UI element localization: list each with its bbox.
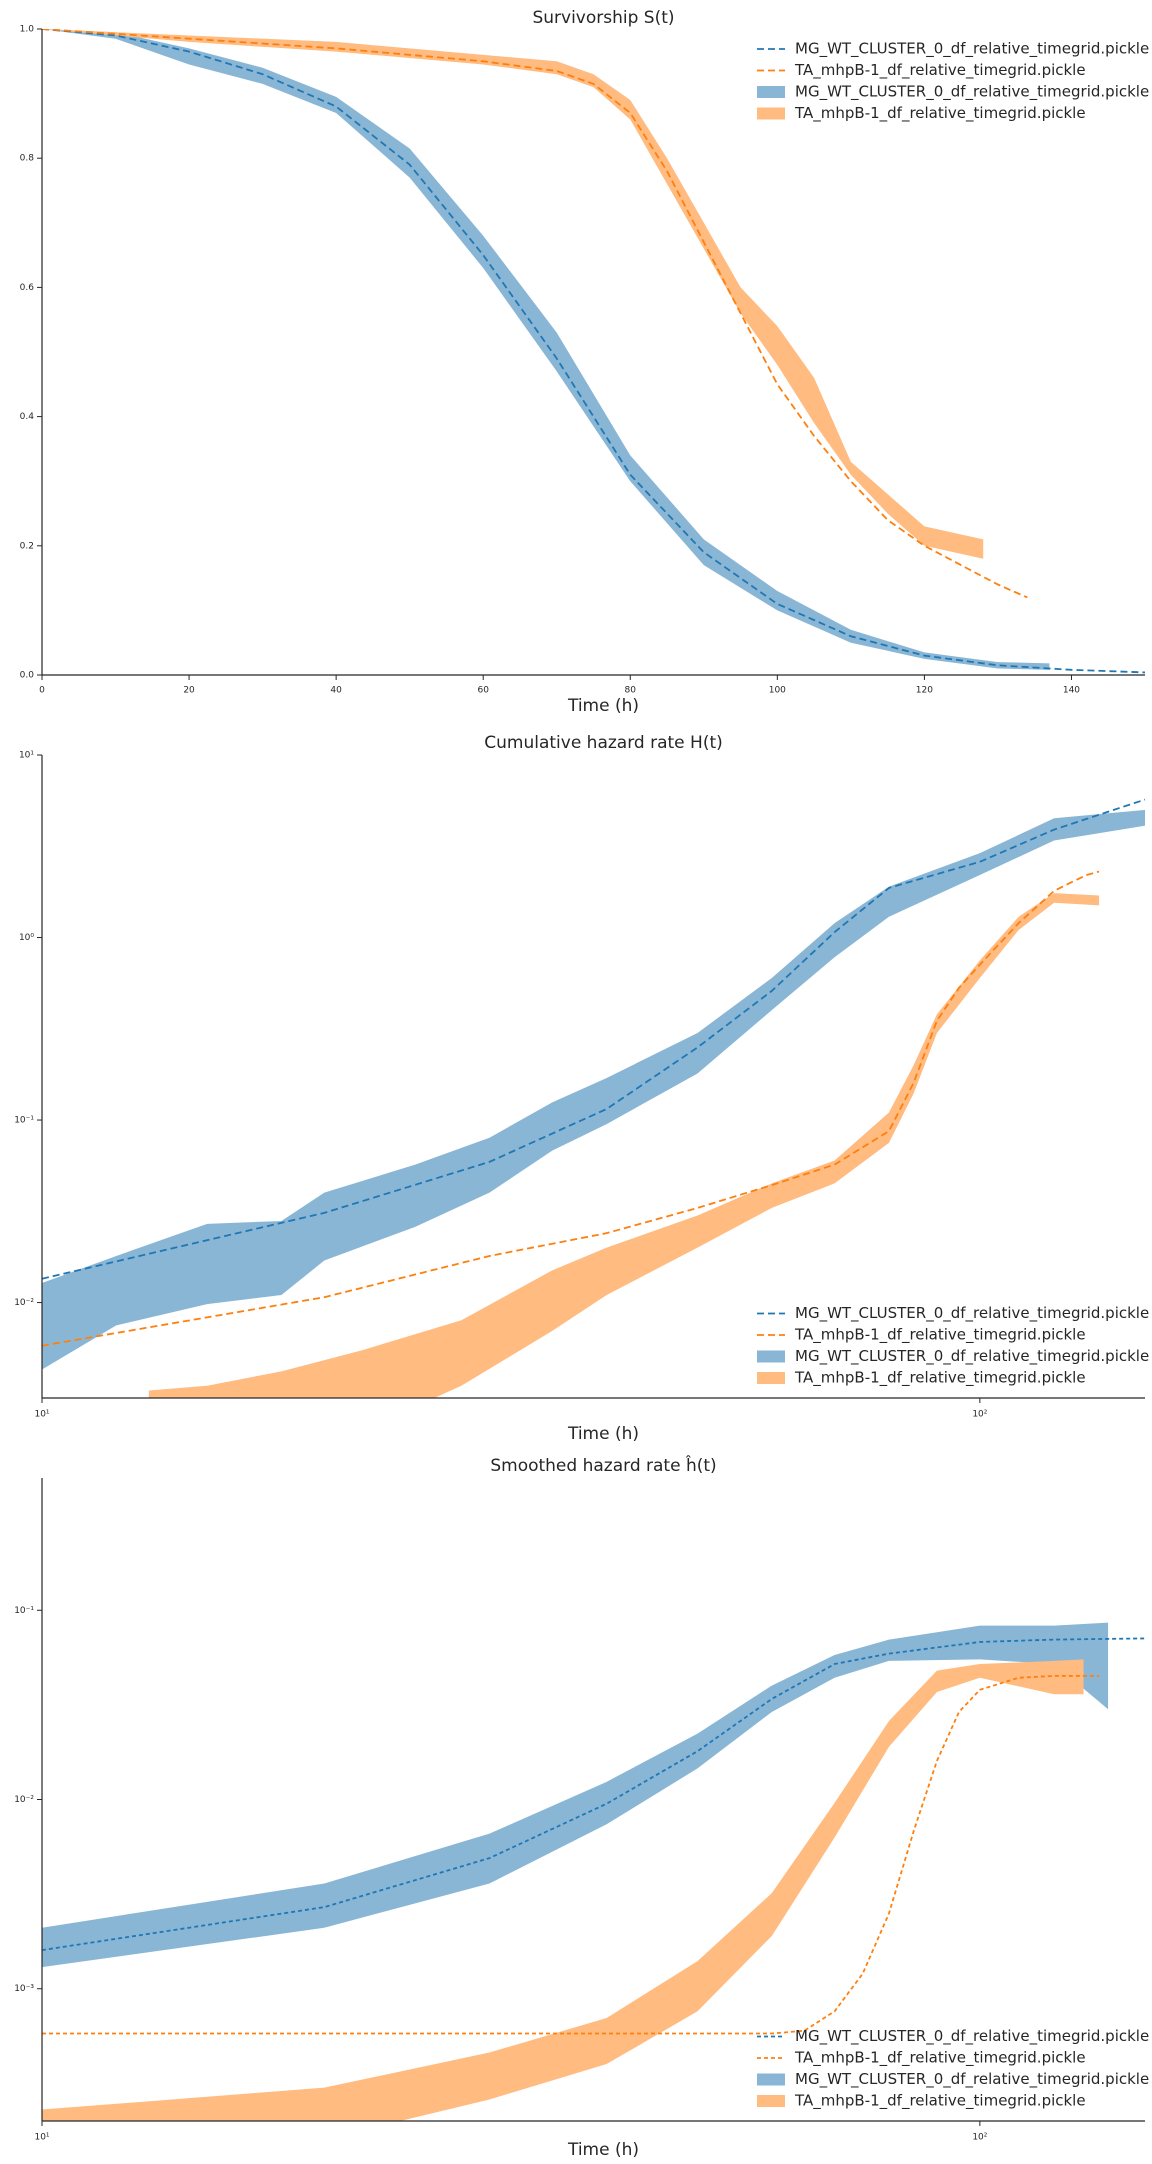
legend-swatch (757, 86, 785, 98)
plot-area (42, 798, 1145, 1398)
legend-label: MG_WT_CLUSTER_0_df_relative_timegrid.pic… (795, 40, 1149, 59)
plot-area (42, 1622, 1145, 2121)
legend-swatch (757, 2073, 785, 2086)
fit-line (42, 29, 1145, 674)
y-tick-label: 10⁻³ (14, 1984, 34, 1994)
chart-title: Survivorship S(t) (532, 8, 674, 28)
panel: 10⁻³ 10⁻² 10⁻¹ 10¹ 10² Smoothed hazard rate ĥ… (14, 1454, 1149, 2160)
x-tick-label: 10¹ (34, 1410, 49, 1420)
legend-swatch (757, 2095, 785, 2107)
plot-area (42, 29, 1145, 674)
y-tick-label: 1.0 (20, 25, 35, 35)
x-tick-label: 0 (39, 686, 45, 696)
y-tick-label: 10⁻¹ (14, 1606, 34, 1616)
legend-label: TA_mhpB-1_df_relative_timegrid.pickle (794, 2092, 1086, 2111)
y-tick-label: 10¹ (19, 751, 34, 761)
fit-line (42, 870, 1100, 1347)
chart-title: Smoothed hazard rate ĥ(t) (490, 1454, 716, 1476)
x-tick-label: 100 (769, 686, 786, 696)
legend-label: MG_WT_CLUSTER_0_df_relative_timegrid.pic… (795, 1347, 1149, 1366)
legend-swatch (757, 1350, 785, 1363)
confidence-band (42, 1622, 1109, 1968)
fit-line (42, 1674, 1100, 2035)
legend-label: TA_mhpB-1_df_relative_timegrid.pickle (794, 1369, 1086, 1388)
legend-swatch (757, 107, 785, 120)
legend-swatch (757, 1372, 785, 1384)
legend-label: TA_mhpB-1_df_relative_timegrid.pickle (794, 1326, 1086, 1345)
fit-line (42, 798, 1145, 1280)
legend: MG_WT_CLUSTER_0_df_relative_timegrid.pic… (757, 2027, 1149, 2111)
x-tick-label: 40 (330, 686, 342, 696)
x-axis-label: Time (h) (567, 696, 639, 716)
confidence-band (42, 29, 984, 559)
x-axis-label: Time (h) (567, 1424, 639, 1444)
x-tick-label: 10² (972, 2133, 987, 2143)
y-tick-label: 10⁰ (19, 933, 34, 943)
y-tick-label: 0.0 (20, 671, 35, 681)
panel: 0.0 0.2 0.4 0.6 0.8 1.0 0 20 40 60 80 100 120 140 Surv… (20, 8, 1150, 716)
chart-title: Cumulative hazard rate H(t) (484, 733, 723, 753)
confidence-band (148, 893, 1100, 1398)
x-tick-label: 60 (477, 686, 489, 696)
x-tick-label: 10² (972, 1410, 987, 1420)
y-tick-label: 0.2 (20, 541, 34, 551)
x-tick-label: 140 (1063, 686, 1080, 696)
legend: MG_WT_CLUSTER_0_df_relative_timegrid.pic… (757, 1304, 1149, 1388)
legend-label: TA_mhpB-1_df_relative_timegrid.pickle (794, 104, 1086, 123)
confidence-band (42, 29, 1050, 670)
legend-label: MG_WT_CLUSTER_0_df_relative_timegrid.pic… (795, 2027, 1149, 2046)
legend-label: MG_WT_CLUSTER_0_df_relative_timegrid.pic… (795, 83, 1149, 102)
x-tick-label: 120 (916, 686, 933, 696)
y-tick-label: 0.4 (20, 412, 35, 422)
confidence-band (42, 809, 1145, 1370)
x-tick-label: 80 (625, 686, 637, 696)
fit-line (42, 29, 1028, 599)
legend-label: MG_WT_CLUSTER_0_df_relative_timegrid.pic… (795, 2070, 1149, 2089)
y-tick-label: 10⁻² (14, 1298, 34, 1308)
x-axis-label: Time (h) (567, 2140, 639, 2160)
legend-label: MG_WT_CLUSTER_0_df_relative_timegrid.pic… (795, 1304, 1149, 1323)
x-tick-label: 20 (183, 686, 195, 696)
panel: 10⁻² 10⁻¹ 10⁰ 10¹ 10¹ 10² Cumulative hazard ra… (14, 733, 1149, 1444)
y-tick-label: 0.6 (20, 283, 35, 293)
y-tick-label: 10⁻¹ (14, 1116, 34, 1126)
legend-label: TA_mhpB-1_df_relative_timegrid.pickle (794, 2049, 1086, 2068)
y-tick-label: 10⁻² (14, 1795, 34, 1805)
legend: MG_WT_CLUSTER_0_df_relative_timegrid.pic… (757, 40, 1149, 123)
fit-line (42, 1637, 1145, 1951)
y-tick-label: 0.8 (20, 154, 35, 164)
legend-label: TA_mhpB-1_df_relative_timegrid.pickle (794, 61, 1086, 80)
x-tick-label: 10¹ (34, 2133, 49, 2143)
